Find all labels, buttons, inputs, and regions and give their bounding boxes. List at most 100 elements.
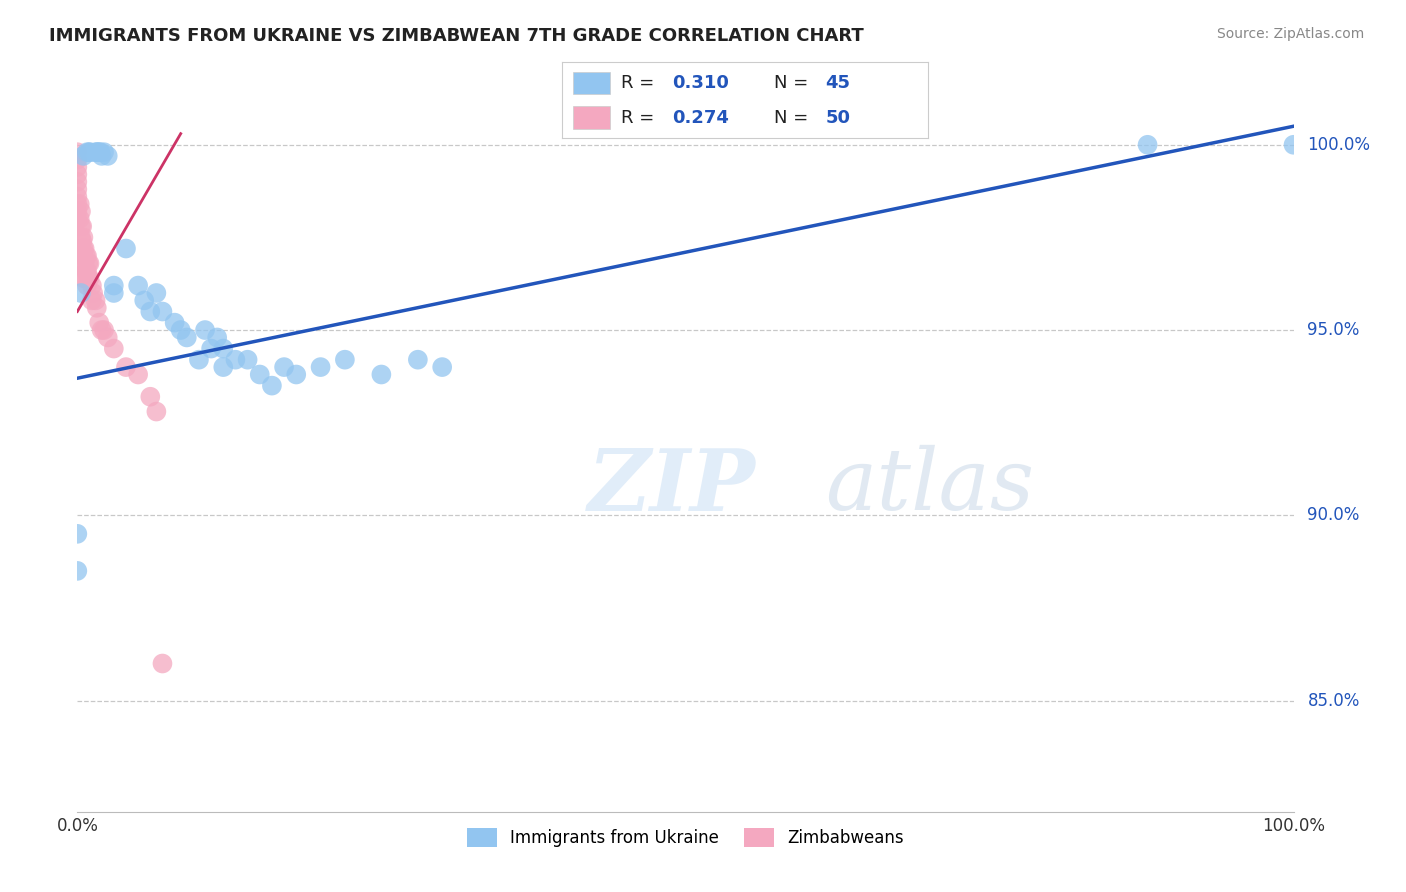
Text: N =: N =	[775, 74, 814, 92]
Text: N =: N =	[775, 109, 814, 127]
Point	[370, 368, 392, 382]
Point	[170, 323, 193, 337]
Point	[73, 271, 96, 285]
Text: 45: 45	[825, 74, 851, 92]
Point	[273, 360, 295, 375]
Point	[70, 204, 93, 219]
Point	[1282, 137, 1305, 152]
Point	[152, 304, 174, 318]
Point	[163, 316, 186, 330]
Point	[66, 175, 89, 189]
Point	[406, 352, 429, 367]
Point	[75, 249, 97, 263]
Point	[66, 526, 89, 541]
Text: IMMIGRANTS FROM UKRAINE VS ZIMBABWEAN 7TH GRADE CORRELATION CHART: IMMIGRANTS FROM UKRAINE VS ZIMBABWEAN 7T…	[49, 27, 863, 45]
Point	[1136, 137, 1159, 152]
Text: R =: R =	[621, 109, 659, 127]
Point	[66, 145, 89, 160]
Text: 0.274: 0.274	[672, 109, 728, 127]
Point	[77, 256, 100, 270]
Text: 50: 50	[825, 109, 851, 127]
Point	[66, 189, 89, 203]
Text: 95.0%: 95.0%	[1308, 321, 1360, 339]
Point	[90, 149, 112, 163]
Point	[309, 360, 332, 375]
Point	[224, 352, 246, 367]
Point	[333, 352, 356, 367]
Point	[134, 293, 156, 308]
Point	[70, 242, 93, 256]
Text: Source: ZipAtlas.com: Source: ZipAtlas.com	[1216, 27, 1364, 41]
Point	[79, 145, 101, 160]
Point	[66, 564, 89, 578]
Point	[79, 145, 101, 160]
Point	[70, 285, 93, 300]
Point	[66, 197, 89, 211]
Point	[89, 145, 111, 160]
Point	[77, 271, 100, 285]
Point	[80, 293, 103, 308]
Point	[212, 342, 235, 356]
Point	[93, 323, 115, 337]
Point	[79, 271, 101, 285]
Point	[73, 242, 96, 256]
Text: 90.0%: 90.0%	[1308, 507, 1360, 524]
FancyBboxPatch shape	[574, 71, 610, 95]
Point	[200, 342, 222, 356]
Text: 85.0%: 85.0%	[1308, 691, 1360, 709]
Point	[80, 278, 103, 293]
Point	[72, 230, 94, 244]
Point	[212, 360, 235, 375]
Point	[430, 360, 453, 375]
Point	[176, 330, 198, 344]
Text: 0.310: 0.310	[672, 74, 728, 92]
Point	[86, 145, 108, 160]
Point	[87, 145, 110, 160]
Point	[76, 145, 98, 160]
Point	[285, 368, 308, 382]
Legend: Immigrants from Ukraine, Zimbabweans: Immigrants from Ukraine, Zimbabweans	[460, 822, 911, 854]
Point	[152, 657, 174, 671]
Point	[194, 323, 217, 337]
Point	[115, 242, 138, 256]
Point	[84, 293, 107, 308]
Point	[70, 234, 93, 248]
Point	[127, 368, 149, 382]
Text: 100.0%: 100.0%	[1308, 136, 1371, 153]
Point	[97, 330, 120, 344]
Point	[205, 330, 228, 344]
Point	[236, 352, 259, 367]
Text: ZIP: ZIP	[588, 445, 756, 528]
Point	[145, 285, 167, 300]
Point	[127, 278, 149, 293]
Text: R =: R =	[621, 74, 659, 92]
Point	[72, 242, 94, 256]
Point	[86, 301, 108, 315]
Point	[66, 168, 89, 182]
Point	[69, 197, 91, 211]
Point	[66, 160, 89, 174]
Point	[89, 316, 111, 330]
Point	[76, 249, 98, 263]
Point	[66, 211, 89, 226]
Point	[139, 304, 162, 318]
Point	[66, 153, 89, 167]
Point	[70, 230, 93, 244]
Point	[66, 182, 89, 196]
Point	[188, 352, 211, 367]
Point	[103, 285, 125, 300]
Point	[90, 323, 112, 337]
Point	[76, 278, 98, 293]
Point	[75, 264, 97, 278]
FancyBboxPatch shape	[574, 106, 610, 129]
Point	[89, 145, 111, 160]
Point	[76, 264, 98, 278]
Point	[69, 211, 91, 226]
Point	[260, 378, 283, 392]
Point	[72, 149, 94, 163]
Point	[82, 285, 104, 300]
Point	[97, 149, 120, 163]
Point	[70, 219, 93, 234]
Point	[93, 145, 115, 160]
Point	[145, 404, 167, 418]
